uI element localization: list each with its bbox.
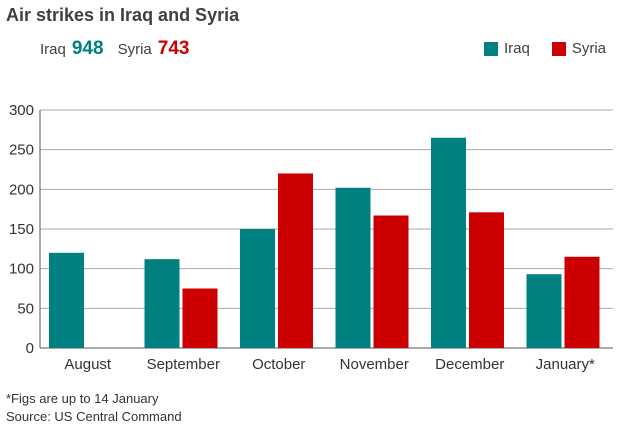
bar-iraq-october (240, 229, 275, 348)
footnotes: *Figs are up to 14 January Source: US Ce… (6, 390, 182, 426)
x-tick-label: November (340, 356, 409, 373)
legend-item-iraq: Iraq (483, 40, 530, 57)
y-tick-label: 100 (9, 261, 34, 278)
y-tick-label: 200 (9, 181, 34, 198)
bar-syria-december (469, 212, 504, 348)
bar-syria-november (373, 215, 409, 348)
bar-syria-september (182, 288, 218, 348)
legend-swatch-iraq (483, 41, 498, 56)
footnote-figs: *Figs are up to 14 January (6, 391, 159, 406)
legend-label-iraq: Iraq (503, 40, 530, 57)
bar-syria-january (564, 256, 600, 348)
iraq-total-value: 948 (71, 38, 104, 59)
syria-total-label: Syria (117, 41, 152, 58)
bar-iraq-january (526, 274, 562, 348)
y-tick-label: 250 (9, 142, 34, 159)
chart-legend: Iraq Syria (462, 40, 606, 57)
legend-label-syria: Syria (571, 40, 606, 57)
x-tick-label: October (252, 356, 305, 373)
syria-total-value: 743 (157, 38, 190, 59)
iraq-total-label: Iraq (40, 41, 66, 58)
bar-iraq-august (49, 252, 84, 348)
y-tick-label: 150 (9, 221, 34, 238)
bar-syria-october (278, 173, 313, 348)
bar-iraq-november (335, 187, 371, 348)
bar-iraq-september (144, 259, 180, 348)
x-tick-label: January* (536, 356, 595, 373)
y-tick-label: 300 (9, 102, 34, 119)
chart-title: Air strikes in Iraq and Syria (6, 5, 240, 25)
y-tick-label: 0 (26, 340, 34, 357)
legend-item-syria: Syria (551, 40, 606, 57)
x-tick-label: August (64, 356, 112, 373)
x-tick-label: December (435, 356, 504, 373)
legend-swatch-syria (551, 41, 566, 56)
footnote-source: Source: US Central Command (6, 409, 182, 424)
y-tick-label: 50 (17, 300, 34, 317)
x-tick-label: September (147, 356, 220, 373)
bar-iraq-december (431, 137, 466, 348)
totals-summary: Iraq 948 Syria 743 (40, 38, 203, 60)
